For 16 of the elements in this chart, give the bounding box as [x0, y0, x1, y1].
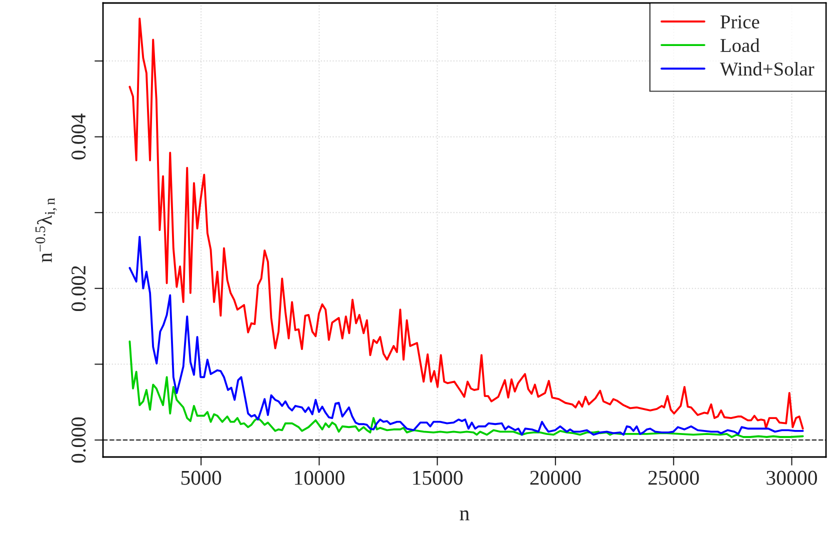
x-tick-label: 10000 — [294, 470, 344, 485]
x-tick-label: 20000 — [530, 470, 581, 485]
x-tick-label: 15000 — [413, 470, 463, 485]
x-tick-label: 5000 — [181, 470, 222, 485]
y-tick-label: 0.000 — [72, 417, 86, 463]
y-tick-label: 0.002 — [72, 266, 86, 312]
y-axis-title: n$^{−0.5}$λ$_{i,n}$ — [35, 198, 57, 262]
legend-label: Load — [720, 38, 760, 52]
line-series — [128, 236, 804, 436]
x-axis-title: n — [460, 510, 470, 520]
line-series — [128, 340, 804, 438]
x-tick-label: 25000 — [648, 470, 699, 485]
x-tick-label: 30000 — [766, 470, 817, 485]
y-tick-label: 0.004 — [72, 114, 86, 160]
legend-label: Wind+Solar — [720, 62, 814, 76]
legend-label: Price — [720, 15, 760, 28]
